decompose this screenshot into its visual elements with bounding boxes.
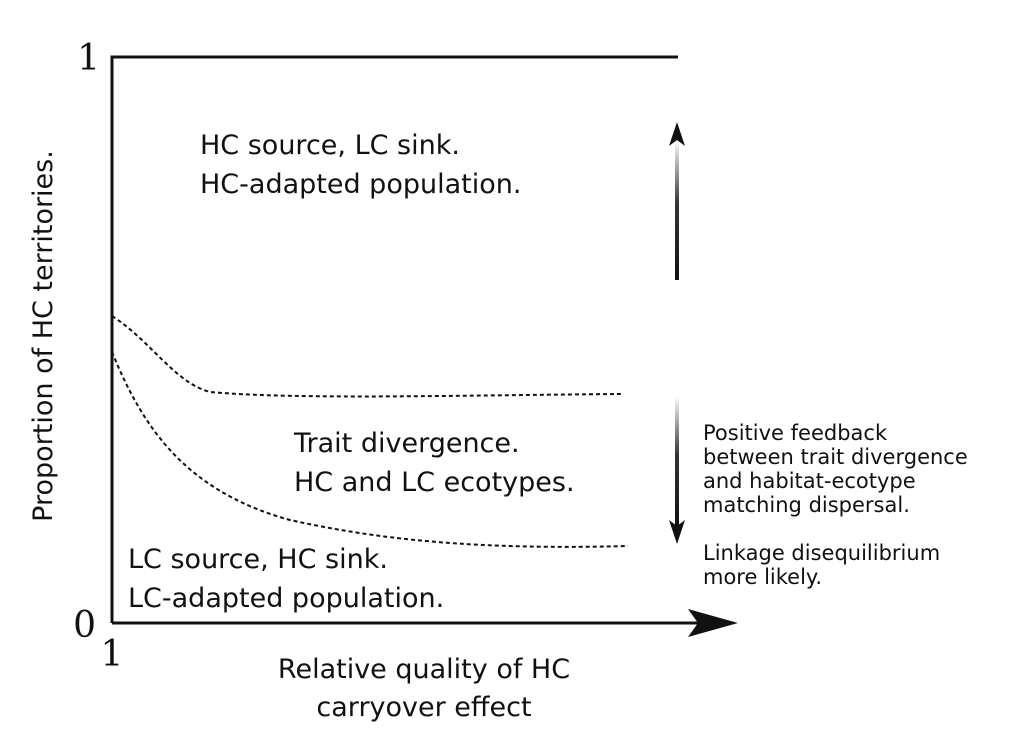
region-top-line1: HC source, LC sink. [200, 130, 460, 161]
feedback-line-1: Positive feedback [703, 421, 888, 445]
linkage-annotation: Linkage disequilibrium more likely. [703, 541, 940, 589]
y-tick-bottom: 0 [73, 605, 96, 646]
linkage-line-2: more likely. [703, 565, 822, 589]
feedback-line-2: between trait divergence [703, 445, 968, 469]
region-middle-line2: HC and LC ecotypes. [294, 467, 575, 498]
feedback-annotation: Positive feedback between trait divergen… [703, 421, 968, 517]
upper-boundary-curve [111, 315, 623, 398]
region-bottom-line1: LC source, HC sink. [128, 544, 388, 575]
feedback-line-3: and habitat-ecotype [703, 469, 916, 493]
downward-gradient-arrow-shaft [675, 396, 679, 526]
x-axis-label-line1: Relative quality of HC [278, 654, 570, 685]
y-axis-label: Proportion of HC territories. [28, 150, 59, 522]
y-axis-line [110, 55, 678, 623]
region-top-line2: HC-adapted population. [200, 169, 521, 200]
y-tick-top: 1 [77, 38, 100, 79]
region-middle-line1: Trait divergence. [293, 428, 520, 459]
x-axis-label-line2: carryover effect [316, 692, 531, 723]
x-tick-left: 1 [101, 634, 124, 675]
upward-gradient-arrow-shaft [675, 140, 679, 280]
linkage-line-1: Linkage disequilibrium [703, 541, 940, 565]
feedback-line-4: matching dispersal. [703, 493, 910, 517]
region-bottom-line2: LC-adapted population. [128, 583, 444, 614]
lower-boundary-curve [111, 351, 629, 548]
downward-arrowhead-icon [669, 520, 685, 544]
upward-arrowhead-icon [669, 122, 685, 146]
x-axis-arrowhead [688, 609, 738, 637]
